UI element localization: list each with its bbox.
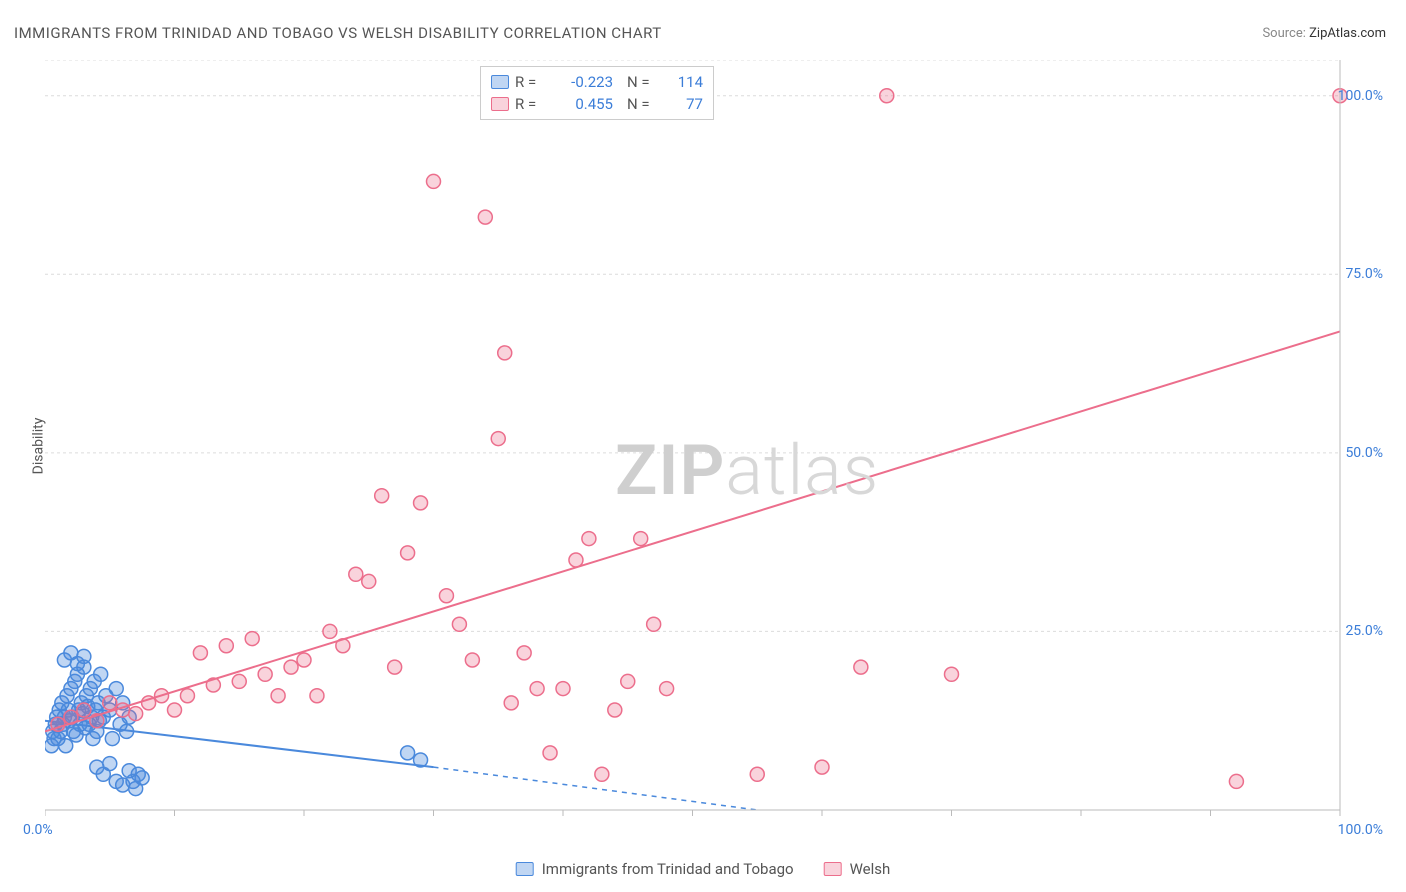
y-tick-label: 25.0% bbox=[1345, 623, 1383, 639]
swatch-blue-icon bbox=[491, 75, 509, 89]
legend-item-2: Welsh bbox=[824, 860, 891, 878]
legend-row-series-2: R = 0.455 N = 77 bbox=[491, 93, 703, 115]
swatch-pink-icon bbox=[824, 862, 842, 876]
n-value-2: 77 bbox=[665, 95, 703, 113]
legend-correlation-box: R = -0.223 N = 114 R = 0.455 N = 77 bbox=[480, 66, 714, 120]
chart-canvas bbox=[45, 60, 1385, 830]
x-tick-label: 100.0% bbox=[1338, 822, 1383, 838]
scatter-plot: ZIPatlas R = -0.223 N = 114 R = 0.455 N … bbox=[45, 60, 1385, 830]
y-tick-label: 75.0% bbox=[1345, 266, 1383, 282]
r-label: R = bbox=[515, 95, 547, 113]
n-value-1: 114 bbox=[665, 73, 703, 91]
legend-bottom: Immigrants from Trinidad and Tobago Wels… bbox=[516, 860, 891, 878]
y-axis-label: Disability bbox=[30, 418, 46, 475]
chart-title: IMMIGRANTS FROM TRINIDAD AND TOBAGO VS W… bbox=[14, 24, 662, 42]
y-tick-label: 50.0% bbox=[1345, 445, 1383, 461]
source-value: ZipAtlas.com bbox=[1309, 26, 1386, 41]
n-label: N = bbox=[627, 95, 659, 113]
source-label: Source: bbox=[1262, 26, 1305, 41]
swatch-blue-icon bbox=[516, 862, 534, 876]
swatch-pink-icon bbox=[491, 97, 509, 111]
y-tick-label: 100.0% bbox=[1338, 88, 1383, 104]
r-value-1: -0.223 bbox=[553, 73, 613, 91]
r-value-2: 0.455 bbox=[553, 95, 613, 113]
x-tick-label: 0.0% bbox=[23, 822, 53, 838]
source-attribution: Source: ZipAtlas.com bbox=[1262, 26, 1386, 41]
n-label: N = bbox=[627, 73, 659, 91]
r-label: R = bbox=[515, 73, 547, 91]
legend-row-series-1: R = -0.223 N = 114 bbox=[491, 71, 703, 93]
legend-item-1: Immigrants from Trinidad and Tobago bbox=[516, 860, 794, 878]
legend-label-2: Welsh bbox=[850, 860, 891, 878]
legend-label-1: Immigrants from Trinidad and Tobago bbox=[542, 860, 794, 878]
